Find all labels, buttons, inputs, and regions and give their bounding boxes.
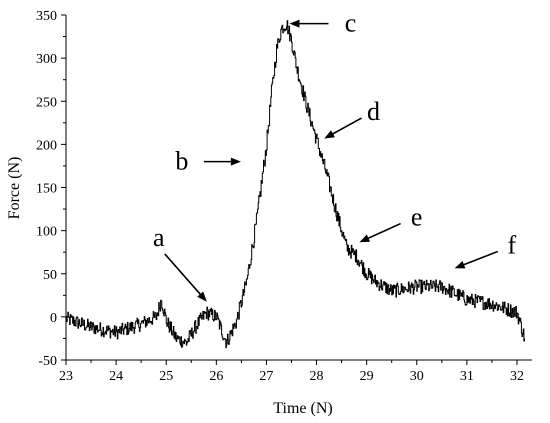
x-tick-label: 32 xyxy=(510,369,524,384)
y-tick-label: 100 xyxy=(36,225,57,240)
annotation-arrowhead-d xyxy=(324,130,335,139)
series-layer xyxy=(66,20,525,349)
series-line xyxy=(66,20,525,349)
y-tick-label: 200 xyxy=(36,138,57,153)
y-tick-label: 250 xyxy=(36,95,57,110)
annotation-arrowhead-c xyxy=(289,19,300,28)
annotation-label-b: b xyxy=(175,147,188,176)
x-tick-label: 27 xyxy=(259,369,273,384)
annotation-label-a: a xyxy=(153,223,165,252)
annotation-arrow-d xyxy=(330,117,362,136)
annotation-label-c: c xyxy=(345,9,357,38)
x-tick-label: 28 xyxy=(310,369,324,384)
annotation-label-e: e xyxy=(411,203,423,232)
axes-layer: 23 24 25 26 27 28 29 30 31 32 -50 0 50 100 150 200 250 30… xyxy=(36,9,532,384)
annotation-layer: a b c d e f xyxy=(153,9,516,302)
x-tick-label: 31 xyxy=(460,369,474,384)
y-tick-label: 50 xyxy=(43,268,57,283)
x-tick-label: 23 xyxy=(59,369,73,384)
x-tick-label: 30 xyxy=(410,369,424,384)
annotation-arrowhead-a xyxy=(197,291,207,302)
y-axis-title: Force (N) xyxy=(6,157,23,220)
annotation-arrow-e xyxy=(366,222,401,240)
annotation-arrowhead-e xyxy=(359,234,371,243)
x-tick-label: 29 xyxy=(360,369,374,384)
annotation-arrow-a xyxy=(164,253,203,297)
y-tick-label: 300 xyxy=(36,52,57,67)
x-axis-title: Time (N) xyxy=(273,400,332,417)
y-tick-label: -50 xyxy=(38,354,57,369)
y-tick-label: 150 xyxy=(36,182,57,197)
x-tick-label: 24 xyxy=(109,369,123,384)
y-tick-label: 0 xyxy=(50,311,57,326)
annotation-arrowhead-f xyxy=(454,261,466,269)
x-tick-label: 26 xyxy=(209,369,223,384)
annotation-label-d: d xyxy=(367,97,380,126)
y-tick-label: 350 xyxy=(36,9,57,24)
annotation-label-f: f xyxy=(507,230,516,259)
x-tick-label: 25 xyxy=(159,369,173,384)
annotation-arrowhead-b xyxy=(230,157,241,166)
annotation-arrow-f xyxy=(461,250,499,267)
